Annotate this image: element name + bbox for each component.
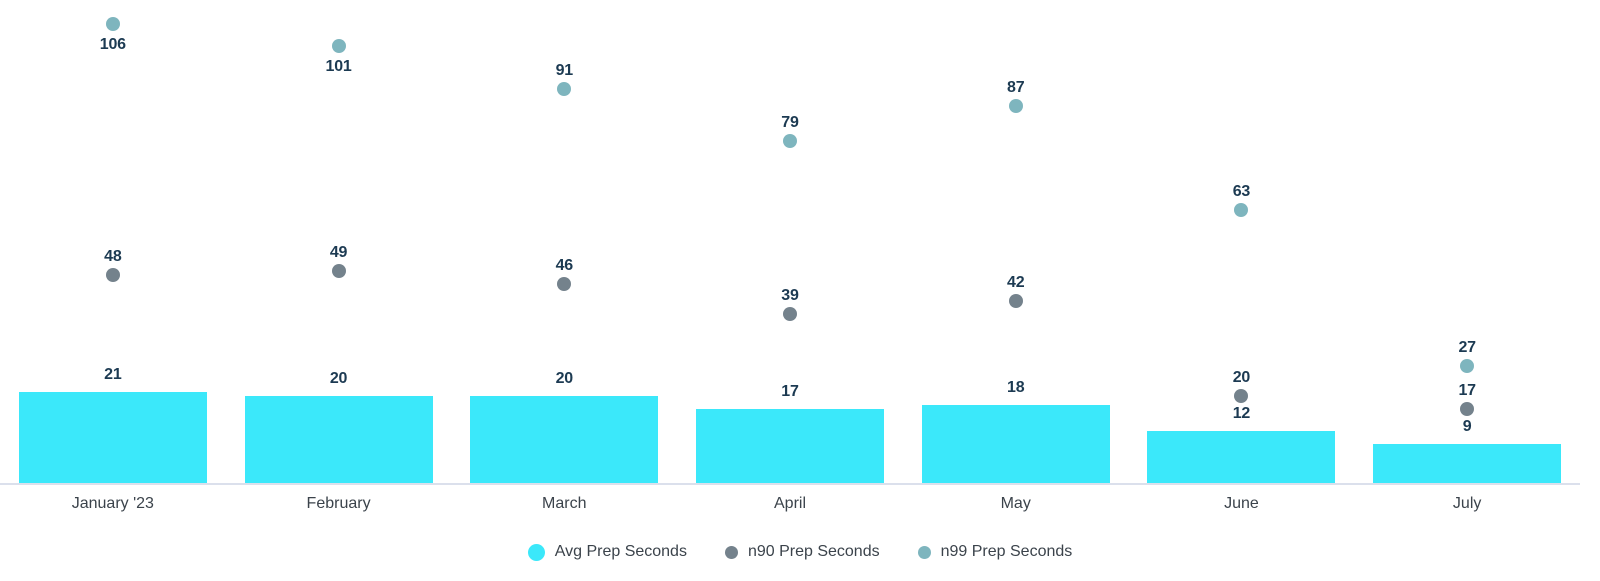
bar-value-label-july: 9 [1462,418,1472,436]
n99-value-label-january-23: 106 [99,36,126,54]
bar-value-label-march: 20 [555,370,574,388]
avg-prep-seconds-swatch-icon [527,543,545,561]
legend: Avg Prep Seconds n90 Prep Seconds n99 Pr… [0,540,1600,564]
x-axis-label-may: May [1000,495,1031,512]
bar-february[interactable] [244,396,433,483]
x-axis-label-july: July [1452,495,1482,512]
n99-dot-may[interactable] [1008,99,1023,114]
bar-value-label-april: 17 [781,383,799,401]
n99-prep-seconds-swatch-icon [917,545,931,559]
x-axis-label-april: April [773,495,807,512]
x-axis-line [0,483,1580,485]
n99-value-label-july: 27 [1458,339,1476,357]
n99-value-label-june: 63 [1232,183,1251,201]
n99-dot-february[interactable] [331,38,346,53]
n99-value-label-may: 87 [1007,79,1025,97]
n90-dot-march[interactable] [557,276,572,291]
x-axis-label-march: March [542,495,587,512]
bar-value-label-may: 18 [1007,379,1025,397]
n90-value-label-june: 20 [1232,369,1251,387]
n99-dot-march[interactable] [557,81,572,96]
n90-dot-may[interactable] [1008,294,1023,309]
bar-value-label-june: 12 [1232,405,1251,423]
n90-value-label-january-23: 48 [104,248,122,266]
legend-item-n90-prep-seconds[interactable]: n90 Prep Seconds [724,543,880,561]
n90-dot-july[interactable] [1460,402,1475,417]
bar-value-label-january-23: 21 [104,366,122,384]
bar-april[interactable] [696,409,884,483]
legend-label-n90-prep-seconds: n90 Prep Seconds [747,543,880,560]
x-axis-label-january-23: January '23 [71,495,154,512]
bar-july[interactable] [1373,444,1562,483]
n90-value-label-may: 42 [1007,274,1025,292]
bar-january-23[interactable] [18,392,207,483]
n90-value-label-july: 17 [1458,382,1476,400]
n90-dot-january-23[interactable] [105,268,120,283]
n99-dot-april[interactable] [783,133,797,148]
n99-value-label-february: 101 [325,57,352,75]
bar-may[interactable] [921,405,1110,483]
legend-label-avg-prep-seconds: Avg Prep Seconds [554,543,687,560]
n90-value-label-march: 46 [555,256,574,274]
x-axis-label-february: February [306,495,371,512]
n99-value-label-april: 79 [781,113,799,131]
n90-value-label-april: 39 [781,287,799,305]
n90-dot-june[interactable] [1234,389,1249,404]
n99-dot-june[interactable] [1234,203,1249,218]
bar-march[interactable] [470,396,659,483]
bar-june[interactable] [1147,431,1336,483]
legend-label-n99-prep-seconds: n99 Prep Seconds [940,543,1073,560]
legend-item-avg-prep-seconds[interactable]: Avg Prep Seconds [527,543,687,561]
legend-item-n99-prep-seconds[interactable]: n99 Prep Seconds [917,543,1073,561]
bar-value-label-february: 20 [329,370,348,388]
n99-dot-january-23[interactable] [105,17,120,32]
n90-dot-february[interactable] [331,263,346,278]
n99-value-label-march: 91 [555,61,574,79]
n90-dot-april[interactable] [783,307,797,322]
x-axis-label-june: June [1224,495,1259,512]
n90-value-label-february: 49 [329,243,348,261]
n90-prep-seconds-swatch-icon [724,545,738,559]
n99-dot-july[interactable] [1460,359,1475,374]
